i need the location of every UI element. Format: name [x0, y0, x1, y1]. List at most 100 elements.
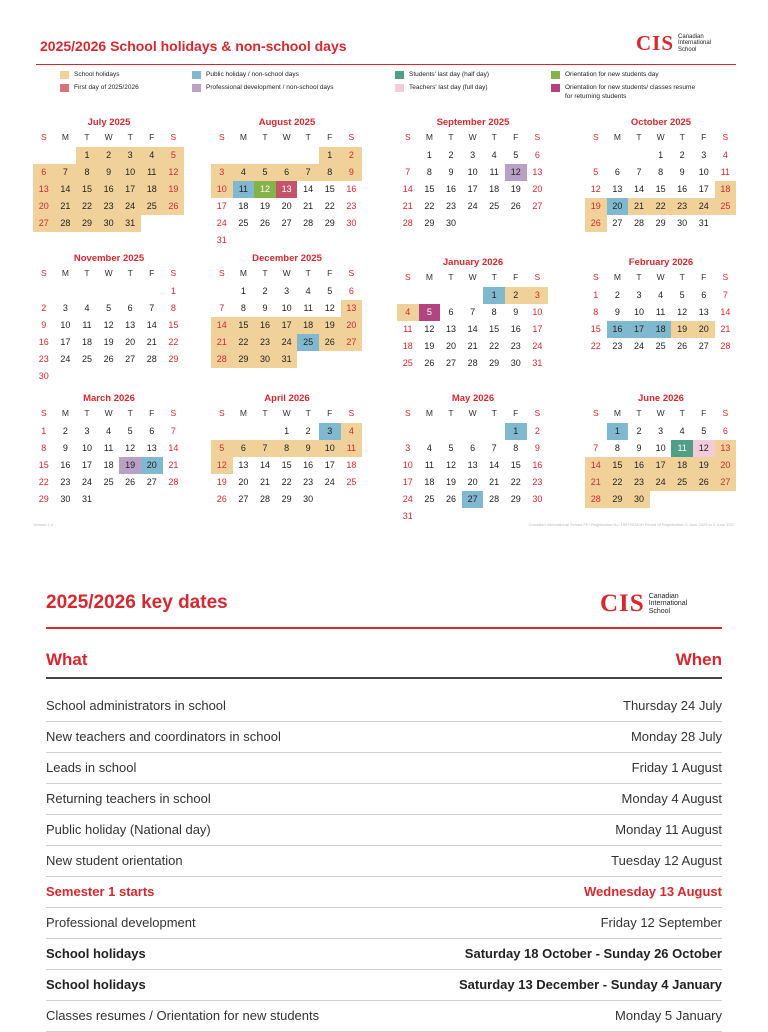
calendar-day: 26: [692, 474, 715, 491]
calendar-day: 1: [483, 287, 505, 304]
calendar-day: 24: [324, 477, 335, 487]
weekday-header: T: [448, 408, 454, 418]
calendar-day: 10: [318, 440, 341, 457]
table-header-rule: [46, 677, 722, 679]
calendar-day: 20: [125, 337, 136, 347]
calendar-day: 7: [405, 167, 411, 177]
legend-item: Orientation for new students day: [551, 70, 659, 79]
weekday-header: M: [239, 408, 247, 418]
calendar-day: 13: [532, 167, 543, 177]
calendar-day: 17: [532, 324, 543, 334]
calendar-day: 19: [119, 457, 141, 474]
calendar-day: 6: [149, 426, 155, 436]
calendar-day: 12: [324, 303, 335, 313]
calendar-day: 20: [692, 321, 715, 338]
calendar-day: 3: [658, 426, 664, 436]
calendar-day: 29: [324, 218, 335, 228]
calendar-day: 9: [97, 164, 120, 181]
calendar-day: 21: [628, 198, 650, 215]
calendar-day: 17: [81, 460, 92, 470]
calendar-day: 1: [606, 423, 629, 440]
calendar-day: 29: [232, 351, 255, 368]
calendar-day: 28: [54, 215, 77, 232]
month-name: November 2025: [73, 253, 145, 264]
calendar-day: 18: [103, 460, 114, 470]
key-date-row: New teachers and coordinators in school M…: [46, 721, 722, 753]
what-column-header: What: [46, 650, 88, 669]
calendar-day: 27: [445, 358, 456, 368]
legend-label: School holidays: [74, 71, 120, 78]
calendar-day: 19: [692, 457, 715, 474]
calendar-day: 24: [81, 477, 92, 487]
calendar-day: 19: [424, 341, 435, 351]
month-days: S M T W T F S 1 2 3 4 5 6 7 8 9 10 11 12 13 14 15 16 17 18 19 20 21…: [585, 270, 737, 355]
calendar-day: 12: [254, 181, 276, 198]
calendar-day: 9: [448, 167, 454, 177]
key-date-when: Saturday 18 October - Sunday 26 October: [464, 946, 722, 961]
calendar-day: 10: [81, 443, 92, 453]
calendar-day: 26: [125, 477, 136, 487]
legend-swatch: [60, 83, 69, 92]
legend: School holidays First day of 2025/2026 P…: [60, 70, 740, 110]
calendar-day: 27: [238, 494, 249, 504]
key-date-what: Classes resumes / Orientation for new st…: [46, 1008, 320, 1023]
calendar-day: 30: [677, 218, 688, 228]
logo-line: Canadian: [648, 592, 679, 600]
calendar-day: 5: [593, 167, 599, 177]
calendar-day: 14: [303, 184, 314, 194]
calendar-day: 27: [714, 474, 737, 491]
calendar-day: 27: [461, 491, 484, 508]
calendar-day: 25: [489, 201, 500, 211]
empty-cell: [55, 283, 77, 300]
calendar-day: 22: [649, 198, 672, 215]
month-name: August 2025: [258, 117, 316, 128]
calendar-day: 26: [103, 354, 114, 364]
weekday-header: S: [348, 408, 355, 418]
month-calendar: October 2025 S M T W T F S 1 2 3 4 5 6 7 8 9 10 11 12 13 14 15…: [585, 116, 737, 232]
weekday-header: W: [282, 268, 291, 278]
calendar-day: 25: [714, 198, 737, 215]
key-date-when: Friday 1 August: [631, 760, 722, 775]
calendar-day: 11: [489, 167, 499, 177]
registration-note: Canadian International School PEI Regist…: [528, 522, 735, 527]
calendar-day: 13: [146, 443, 157, 453]
legend-swatch: [395, 83, 404, 92]
calendar-day: 11: [671, 440, 693, 457]
calendar-day: 20: [532, 184, 543, 194]
key-date-what: Leads in school: [46, 760, 137, 775]
weekday-header: F: [327, 132, 333, 142]
calendar-day: 4: [106, 426, 112, 436]
calendar-day: 2: [448, 150, 454, 160]
empty-cell: [297, 147, 319, 164]
month-days: S M T W T F S 1 2 3 4 5 6 7 8 9 10 11 12 13 14 15 16 17 18 19 20 21…: [33, 406, 185, 508]
empty-cell: [211, 147, 233, 164]
calendar-day: 23: [612, 341, 623, 351]
calendar-day: 30: [303, 494, 314, 504]
calendar-day: 4: [305, 286, 311, 296]
calendar-day: 1: [593, 290, 599, 300]
weekday-header: T: [84, 408, 90, 418]
calendar-day: 3: [211, 164, 233, 181]
calendar-day: 3: [405, 443, 411, 453]
month-calendar: April 2026 S M T W T F S 1 2 3 4 5 6 7 8 9 10 11 12 13 14 15 16…: [211, 392, 363, 508]
empty-cell: [33, 283, 55, 300]
calendar-day: 18: [714, 181, 737, 198]
calendar-day: 15: [38, 460, 49, 470]
calendar-day: 20: [238, 477, 249, 487]
month-name: June 2026: [638, 393, 684, 404]
weekday-header: S: [404, 132, 411, 142]
calendar-day: 17: [324, 460, 335, 470]
calendar-day: 23: [510, 341, 521, 351]
calendar-day: 31: [275, 351, 298, 368]
calendar-day: 29: [606, 491, 629, 508]
calendar-day: 15: [424, 184, 435, 194]
month-calendar: December 2025 S M T W T F S 1 2 3 4 5 6 7 8 9 10 11 12 13 14 1…: [211, 252, 363, 368]
weekday-header: S: [534, 408, 541, 418]
calendar-day: 24: [119, 198, 141, 215]
weekday-header: T: [127, 408, 133, 418]
weekday-header: S: [40, 408, 47, 418]
calendar-day: 2: [41, 303, 47, 313]
month-days: S M T W T F S 1 2 3 4 5 6 7 8 9 10 11 12 13 14 15 16 17 18 19 20 21…: [585, 406, 737, 508]
weekday-header: F: [149, 268, 155, 278]
calendar-day: 2: [340, 147, 363, 164]
